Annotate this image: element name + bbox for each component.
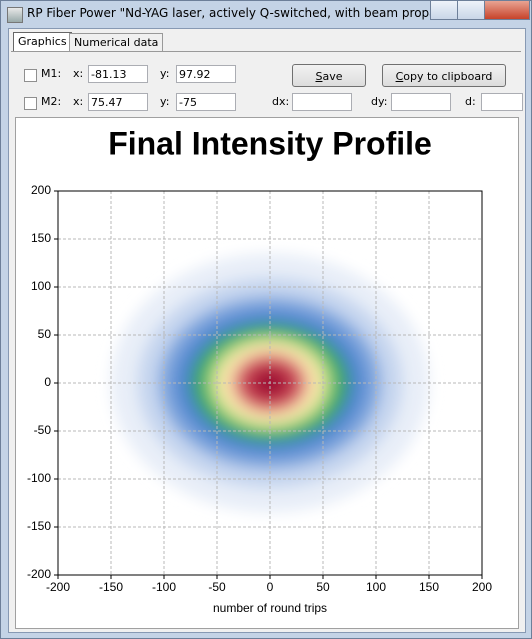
title-bar: RP Fiber Power "Nd-YAG laser, actively Q…: [1, 1, 531, 27]
field-label: d:: [465, 95, 476, 108]
y-tick-label: 200: [31, 183, 51, 197]
text-field[interactable]: 97.92: [176, 65, 236, 83]
chart-panel: Final Intensity Profile number of round …: [15, 117, 519, 629]
marker-label: M1:: [41, 67, 62, 80]
x-tick-label: -100: [152, 580, 176, 594]
y-tick-label: -150: [27, 519, 51, 533]
text-field[interactable]: [292, 93, 352, 111]
checkbox[interactable]: [24, 97, 37, 110]
app-icon: [7, 7, 23, 23]
x-axis-title: number of round trips: [213, 601, 327, 615]
x-tick-label: -150: [99, 580, 123, 594]
window-title: RP Fiber Power "Nd-YAG laser, actively Q…: [27, 6, 471, 20]
y-tick-label: 150: [31, 231, 51, 245]
field-label: x:: [73, 67, 84, 80]
button[interactable]: Copy to clipboard: [382, 64, 506, 87]
text-field[interactable]: -75: [176, 93, 236, 111]
y-tick-label: -100: [27, 471, 51, 485]
y-tick-label: -50: [34, 423, 52, 437]
field-label: y:: [160, 67, 170, 80]
close-button[interactable]: [484, 1, 530, 20]
field-label: y:: [160, 95, 170, 108]
x-tick-label: -50: [208, 580, 226, 594]
y-tick-label: 0: [44, 375, 51, 389]
text-field[interactable]: [391, 93, 451, 111]
client-area: Graphics Numerical data M1: x: -81.13 y:…: [8, 28, 526, 633]
plot-frame: [57, 190, 483, 576]
text-field[interactable]: [481, 93, 523, 111]
marker-label: M2:: [41, 95, 62, 108]
y-tick-label: 100: [31, 279, 51, 293]
text-field[interactable]: -81.13: [88, 65, 148, 83]
y-tick-label: -200: [27, 567, 51, 581]
x-tick-label: 200: [472, 580, 492, 594]
y-tick-label: 50: [38, 327, 52, 341]
field-label: x:: [73, 95, 84, 108]
button[interactable]: Save: [292, 64, 366, 87]
x-tick-label: -200: [46, 580, 70, 594]
x-tick-label: 150: [419, 580, 439, 594]
x-tick-label: 100: [366, 580, 386, 594]
field-label: dx:: [272, 95, 290, 108]
checkbox[interactable]: [24, 69, 37, 82]
text-field[interactable]: 75.47: [88, 93, 148, 111]
maximize-button[interactable]: [457, 1, 485, 20]
minimize-button[interactable]: [430, 1, 458, 20]
chart: Final Intensity Profile number of round …: [27, 125, 492, 615]
chart-title: Final Intensity Profile: [108, 125, 432, 161]
x-tick-label: 0: [267, 580, 274, 594]
tab[interactable]: Graphics: [13, 32, 72, 52]
x-tick-label: 50: [316, 580, 330, 594]
tab[interactable]: Numerical data: [69, 33, 164, 51]
field-label: dy:: [371, 95, 388, 108]
